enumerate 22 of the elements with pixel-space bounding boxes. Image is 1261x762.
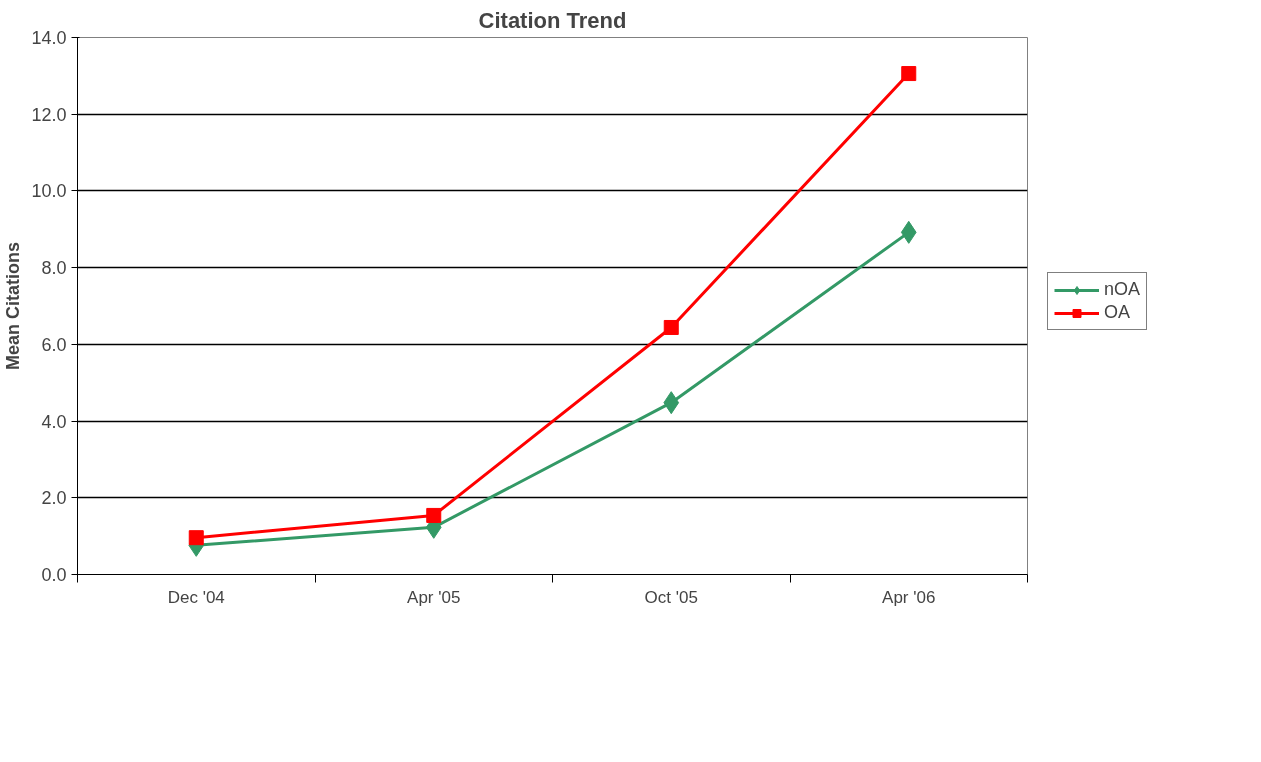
x-tick-label: Oct '05 bbox=[644, 587, 698, 607]
y-tick-label: 10.0 bbox=[31, 181, 67, 202]
x-tick-label: Apr '05 bbox=[407, 587, 461, 607]
chart-title: Citation Trend bbox=[478, 7, 627, 33]
y-tick-label: 8.0 bbox=[41, 258, 67, 279]
y-tick-label: 6.0 bbox=[41, 334, 67, 355]
y-tick-label: 14.0 bbox=[31, 28, 67, 48]
y-tick-label: 4.0 bbox=[41, 411, 67, 432]
point bbox=[901, 66, 917, 82]
y-tick-label: 2.0 bbox=[41, 488, 67, 509]
point bbox=[900, 220, 917, 244]
y-tick-label: 0.0 bbox=[41, 565, 67, 585]
point bbox=[188, 530, 204, 546]
point bbox=[663, 319, 679, 335]
point bbox=[426, 507, 442, 523]
x-tick-label: Dec '04 bbox=[167, 587, 225, 607]
point bbox=[663, 391, 680, 415]
legend-label: OA bbox=[1104, 302, 1131, 323]
y-tick-label: 12.0 bbox=[31, 104, 67, 125]
y-axis-title: Mean Citations bbox=[3, 241, 24, 371]
x-tick-label: Apr '06 bbox=[882, 587, 936, 607]
legend-label: nOA bbox=[1104, 279, 1141, 300]
